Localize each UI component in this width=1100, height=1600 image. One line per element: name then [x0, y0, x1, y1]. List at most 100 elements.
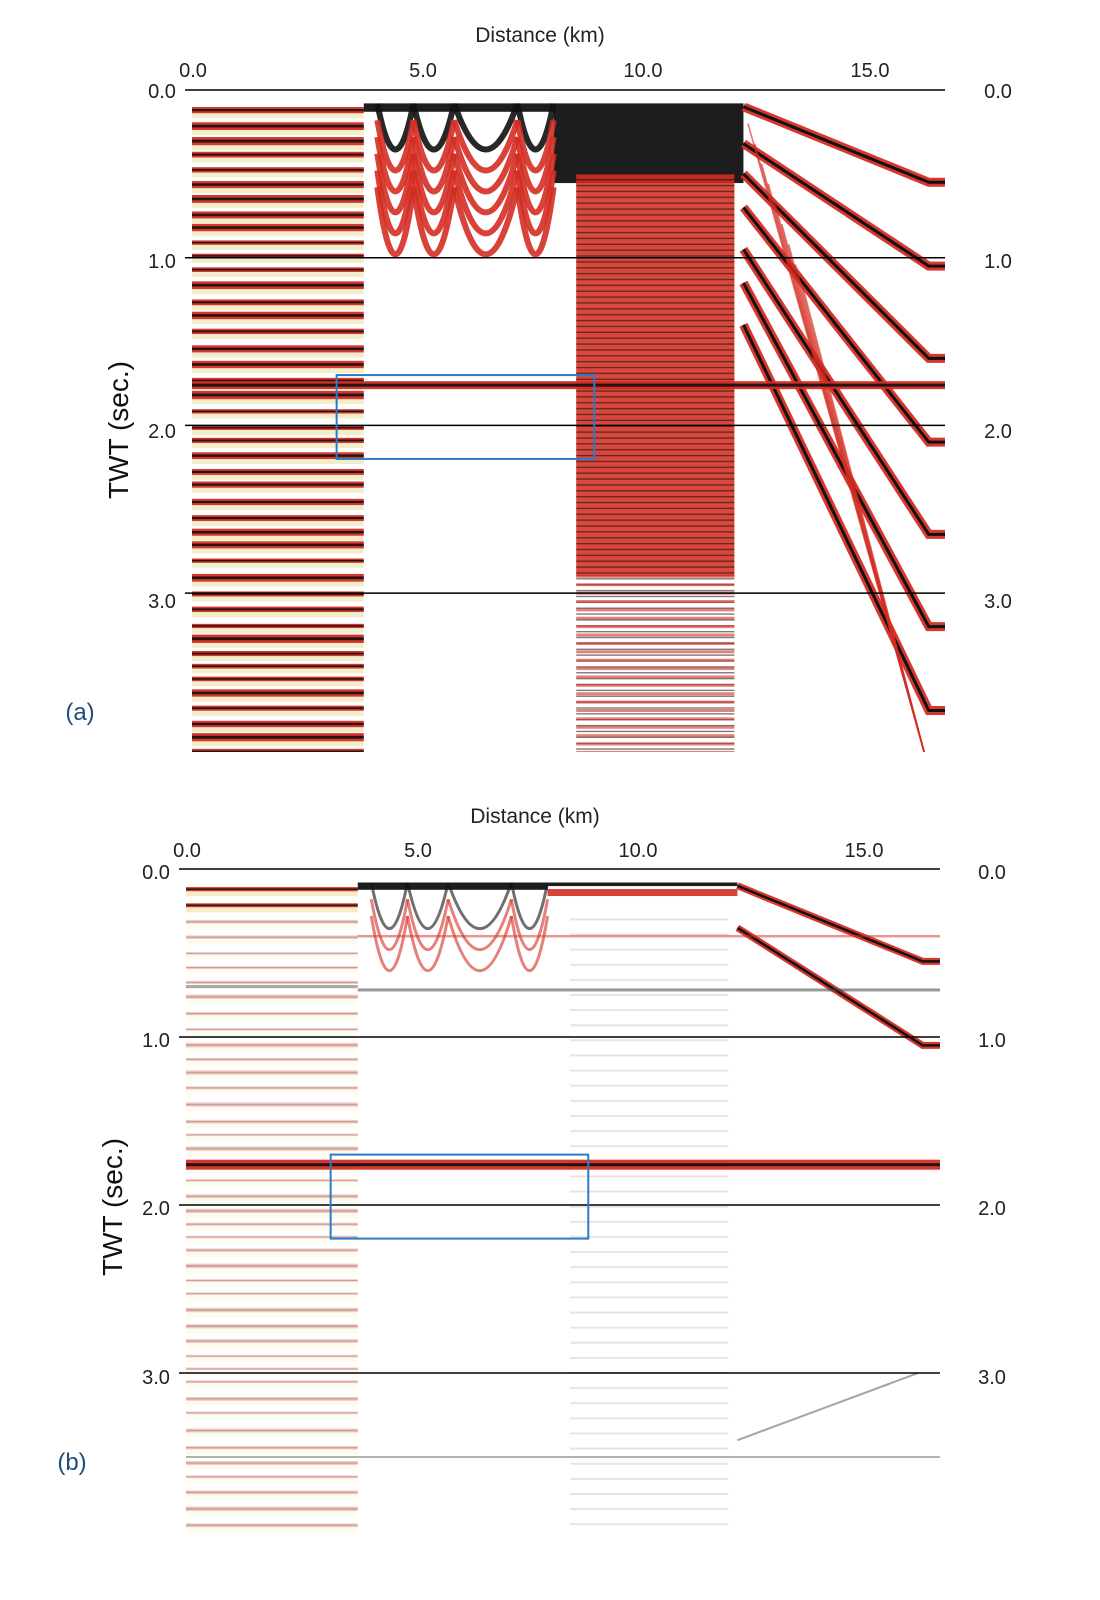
center-stripe — [576, 648, 735, 650]
center-stripe — [576, 190, 735, 193]
left-core-band — [186, 952, 358, 954]
center-stripe — [576, 736, 735, 739]
left-core-band — [192, 439, 364, 442]
left-core-band — [186, 1524, 358, 1526]
center-lower-stripe — [576, 608, 735, 612]
center-stripe — [576, 513, 735, 515]
center-faint-stripe — [570, 1477, 729, 1480]
panel-b-ytick-right-3: 3.0 — [978, 1367, 1006, 1389]
left-trough-band — [192, 624, 364, 634]
left-peak-band — [186, 919, 358, 924]
left-core-band — [192, 691, 364, 695]
hill-reflector-arch — [446, 882, 513, 930]
main-reflector-core — [186, 1163, 940, 1167]
center-faint-stripe — [570, 1175, 729, 1178]
hills-cap — [357, 882, 548, 890]
left-core-band — [186, 1265, 358, 1267]
left-core-band — [192, 665, 364, 668]
left-peak-band — [186, 1222, 358, 1226]
center-stripe — [576, 366, 735, 369]
left-peak-band — [186, 1461, 358, 1466]
slope-reflector-core — [742, 172, 945, 360]
panel-a-ytick-left-0: 0.0 — [148, 81, 176, 103]
center-stripe — [576, 566, 735, 568]
center-lower-stripe — [576, 658, 735, 662]
left-core-band — [192, 470, 364, 473]
left-peak-band — [186, 966, 358, 969]
center-stripe — [576, 672, 735, 674]
left-trough-band — [186, 1381, 358, 1389]
center-stripe — [576, 636, 735, 639]
left-trough-band — [192, 652, 364, 662]
center-stripe — [576, 472, 735, 474]
center-red-top — [547, 889, 738, 897]
left-core-band — [192, 109, 364, 112]
left-trough-band — [186, 1491, 358, 1500]
left-core-band — [192, 347, 364, 351]
center-lower-stripe — [576, 616, 735, 620]
center-faint-stripe — [570, 1508, 729, 1511]
panel-b-plot-area — [179, 868, 940, 1533]
panel-a-ytick-right-1: 1.0 — [984, 251, 1012, 273]
left-core-band — [192, 707, 364, 710]
left-core-band — [186, 1412, 358, 1414]
left-trough-band — [192, 677, 364, 687]
left-core-band — [186, 1071, 358, 1074]
left-trough-band — [186, 1012, 358, 1021]
center-faint-stripe — [570, 1432, 729, 1435]
center-stripe — [576, 337, 735, 339]
left-trough-band — [186, 1524, 358, 1533]
left-core-band — [192, 393, 364, 397]
center-faint-stripe — [570, 1190, 729, 1193]
flat-event-0p4 — [357, 934, 940, 938]
left-core-band — [192, 593, 364, 595]
left-core-band — [186, 1293, 358, 1295]
center-stripe — [576, 173, 735, 175]
center-stripe — [576, 243, 735, 245]
center-stripe — [576, 325, 735, 328]
center-stripe — [576, 619, 735, 621]
center-stripe — [576, 519, 735, 521]
slope-reflector-core — [742, 105, 945, 184]
center-faint-stripe — [570, 1130, 729, 1133]
left-peak-band — [186, 1179, 358, 1182]
left-peak-band — [186, 1279, 358, 1282]
panel-a-ylabel: TWT (sec.) — [103, 361, 134, 499]
left-peak-band — [186, 1339, 358, 1343]
center-stripe — [576, 443, 735, 445]
left-trough-band — [192, 469, 364, 480]
left-trough-band — [192, 300, 364, 311]
left-trough-band — [186, 1134, 358, 1142]
left-trough-band — [186, 1236, 358, 1244]
left-core-band — [186, 1355, 358, 1357]
left-core-band — [192, 301, 364, 304]
left-peak-band — [186, 1133, 358, 1137]
center-faint-stripe — [570, 1235, 729, 1238]
left-trough-band — [186, 1412, 358, 1420]
hill-reflector-arch — [410, 170, 458, 237]
center-faint-stripe — [570, 1341, 729, 1344]
center-stripe — [576, 378, 735, 380]
hill-reflector-arch — [509, 915, 550, 972]
center-stripe — [576, 343, 735, 345]
center-lower-stripe — [576, 574, 735, 578]
panel-b-xlabel: Distance (km) — [470, 805, 600, 828]
center-faint-stripe — [570, 1069, 729, 1072]
center-stripe — [576, 425, 735, 427]
center-stripe — [576, 225, 735, 228]
left-trough-band — [186, 967, 358, 974]
center-stripe — [576, 302, 735, 304]
center-red-block — [576, 173, 735, 577]
left-trough-band — [186, 888, 358, 897]
center-stripe — [576, 319, 735, 322]
left-trough-band — [192, 438, 364, 449]
left-core-band — [192, 637, 364, 641]
center-faint-stripe — [570, 994, 729, 996]
left-trough-band — [186, 1180, 358, 1187]
left-core-band — [186, 936, 358, 938]
left-trough-band — [192, 664, 364, 674]
left-core-band — [186, 967, 358, 969]
left-peak-band — [186, 1102, 358, 1107]
center-stripe — [576, 495, 735, 498]
left-core-band — [192, 183, 364, 186]
